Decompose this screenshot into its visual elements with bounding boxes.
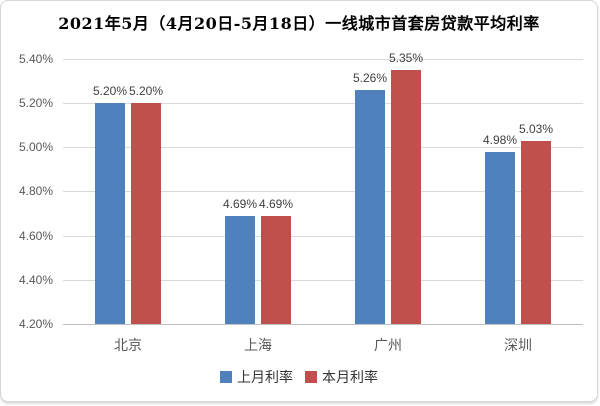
gridline (63, 103, 583, 104)
legend-item-上月利率: 上月利率 (220, 367, 293, 387)
bar-value-label: 5.03% (518, 122, 554, 136)
bar-上月利率-广州 (355, 90, 385, 324)
y-tick-label: 4.60% (18, 229, 53, 243)
legend-item-本月利率: 本月利率 (305, 367, 378, 387)
bar-value-label: 5.26% (352, 71, 388, 85)
y-tick-label: 5.40% (18, 52, 53, 66)
bar-上月利率-北京 (95, 103, 125, 324)
bar-本月利率-上海 (261, 216, 291, 324)
gridline (63, 147, 583, 148)
gridline (63, 59, 583, 60)
legend-color-swatch (305, 371, 317, 383)
bar-value-label: 4.69% (222, 197, 258, 211)
bar-本月利率-深圳 (521, 141, 551, 324)
bar-value-label: 5.20% (92, 84, 128, 98)
bar-上月利率-上海 (225, 216, 255, 324)
bar-value-label: 4.69% (258, 197, 294, 211)
y-tick-label: 4.80% (18, 184, 53, 198)
bar-本月利率-广州 (391, 70, 421, 324)
y-tick-label: 4.20% (18, 317, 53, 331)
gridline (63, 280, 583, 281)
y-tick-label: 5.00% (18, 140, 53, 154)
y-tick-label: 5.20% (18, 96, 53, 110)
legend-label: 上月利率 (237, 370, 293, 386)
legend: 上月利率 本月利率 (1, 367, 597, 387)
bar-上月利率-深圳 (485, 152, 515, 324)
x-category-label: 广州 (374, 338, 402, 354)
x-category-label: 北京 (114, 338, 142, 354)
gridline (63, 191, 583, 192)
chart-title: 2021年5月（4月20日-5月18日）一线城市首套房贷款平均利率 (58, 14, 540, 33)
bar-本月利率-北京 (131, 103, 161, 324)
bar-value-label: 4.98% (482, 133, 518, 147)
bar-value-label: 5.20% (128, 84, 164, 98)
x-axis-baseline (63, 324, 583, 325)
gridline (63, 236, 583, 237)
legend-label: 本月利率 (322, 370, 378, 386)
legend-color-swatch (220, 371, 232, 383)
bar-value-label: 5.35% (388, 51, 424, 65)
x-category-label: 深圳 (504, 338, 532, 354)
y-tick-label: 4.40% (18, 273, 53, 287)
x-category-label: 上海 (244, 338, 272, 354)
